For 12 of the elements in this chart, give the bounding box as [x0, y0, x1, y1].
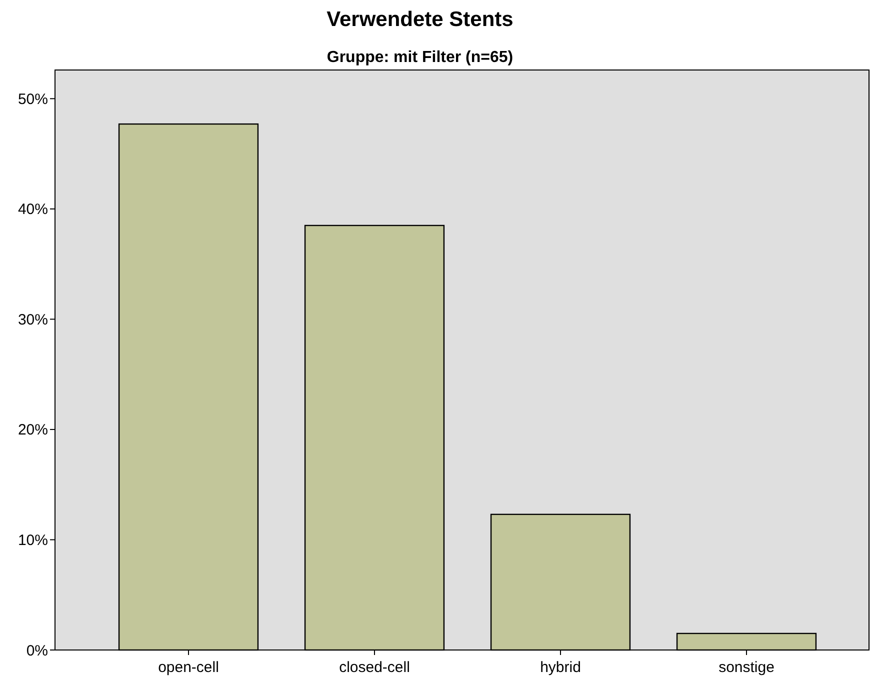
- y-tick-label: 0%: [26, 642, 48, 660]
- chart-title: Verwendete Stents: [326, 8, 514, 31]
- x-tick-label: open-cell: [158, 659, 219, 676]
- y-tick-label: 50%: [18, 90, 48, 108]
- y-tick-label: 10%: [18, 532, 48, 549]
- chart-subtitle: Gruppe: mit Filter (n=65): [326, 49, 514, 66]
- x-tick-label: sonstige: [718, 659, 774, 676]
- x-tick-label: hybrid: [540, 659, 581, 676]
- x-tick-label: closed-cell: [339, 659, 410, 676]
- y-tick-label: 40%: [18, 201, 48, 218]
- y-tick-label: 20%: [18, 422, 48, 439]
- y-tick-label: 30%: [18, 311, 48, 328]
